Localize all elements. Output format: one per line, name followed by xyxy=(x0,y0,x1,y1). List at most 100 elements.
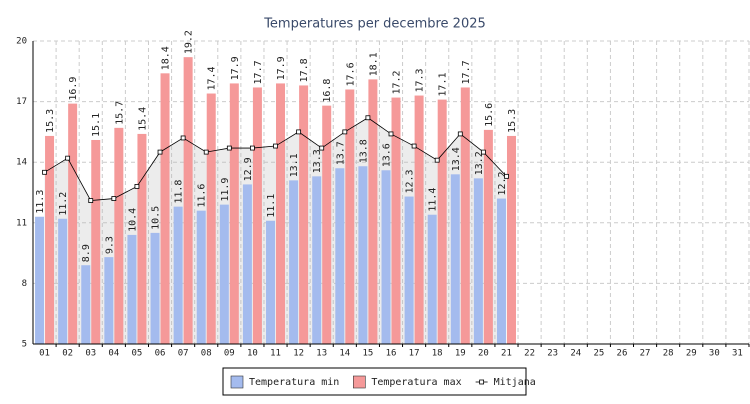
x-tick-label: 31 xyxy=(732,349,743,359)
bar xyxy=(104,257,114,344)
x-tick-label: 02 xyxy=(62,349,73,359)
value-label: 17.7 xyxy=(461,60,472,84)
mean-point xyxy=(111,196,117,201)
value-label: 17.7 xyxy=(253,60,264,84)
mean-point xyxy=(65,155,71,161)
x-tick-label: 30 xyxy=(709,349,720,359)
bar xyxy=(252,87,262,345)
bar xyxy=(219,204,229,344)
value-label: 15.6 xyxy=(484,103,495,127)
x-tick-label: 18 xyxy=(432,349,443,359)
x-tick-label: 15 xyxy=(362,349,373,359)
value-label: 11.4 xyxy=(428,188,439,212)
x-tick-label: 22 xyxy=(524,349,535,359)
legend-swatch xyxy=(353,375,366,389)
mean-point xyxy=(273,143,278,149)
value-label: 11.1 xyxy=(266,194,277,218)
bar xyxy=(160,73,170,344)
x-tick-label: 21 xyxy=(501,349,512,359)
legend-label: Mitjana xyxy=(494,377,536,388)
bar xyxy=(183,57,193,344)
x-tick-label: 27 xyxy=(640,349,651,359)
value-label: 15.3 xyxy=(45,109,56,133)
bar xyxy=(81,265,91,344)
mean-point xyxy=(457,131,463,137)
y-tick-label: 11 xyxy=(16,218,27,228)
mean-point xyxy=(250,145,255,151)
value-label: 15.7 xyxy=(114,101,125,125)
bar xyxy=(345,89,355,344)
value-label: 13.1 xyxy=(289,153,300,177)
x-tick-label: 06 xyxy=(155,349,166,359)
bar xyxy=(35,216,45,344)
mean-point xyxy=(157,149,163,155)
value-label: 16.9 xyxy=(68,77,79,101)
value-label: 13.6 xyxy=(382,143,393,167)
value-label: 17.8 xyxy=(299,58,310,82)
bar xyxy=(404,196,414,344)
x-tick-label: 24 xyxy=(570,349,581,359)
legend-box xyxy=(222,367,527,396)
mean-point xyxy=(180,135,186,141)
value-label: 12.9 xyxy=(243,157,254,181)
mean-point xyxy=(134,184,140,189)
mean-point xyxy=(388,131,394,137)
y-tick-label: 14 xyxy=(16,158,27,168)
mean-point xyxy=(42,169,47,175)
value-label: 15.1 xyxy=(91,113,102,137)
mean-point xyxy=(203,149,209,155)
bar xyxy=(150,232,160,344)
value-label: 17.9 xyxy=(230,56,241,80)
value-label: 11.9 xyxy=(220,178,231,202)
legend-swatch xyxy=(230,375,244,389)
bar xyxy=(335,168,345,344)
value-label: 9.3 xyxy=(104,236,115,254)
bar xyxy=(427,214,437,344)
bar xyxy=(68,103,78,345)
mean-point xyxy=(342,129,348,135)
bar xyxy=(173,206,183,344)
value-label: 11.8 xyxy=(174,180,185,204)
bar xyxy=(91,139,101,344)
x-tick-label: 26 xyxy=(617,349,628,359)
bar xyxy=(137,133,147,344)
bar xyxy=(206,93,216,345)
bar xyxy=(312,176,322,344)
bar xyxy=(276,83,286,345)
value-label: 17.3 xyxy=(415,68,426,92)
bar xyxy=(196,210,206,344)
legend-label: Temperatura min xyxy=(249,377,339,388)
x-tick-label: 03 xyxy=(85,349,96,359)
value-label: 11.2 xyxy=(58,192,69,216)
bar xyxy=(242,184,252,344)
value-label: 13.2 xyxy=(474,151,485,175)
value-label: 17.6 xyxy=(345,62,356,86)
bar xyxy=(45,135,55,344)
mean-point xyxy=(296,129,302,135)
bar xyxy=(266,220,276,344)
chart-title: Temperatures per decembre 2025 xyxy=(263,17,486,32)
mean-point xyxy=(88,198,94,203)
bar xyxy=(358,166,368,344)
x-tick-label: 04 xyxy=(108,349,119,359)
value-label: 18.4 xyxy=(161,46,172,70)
value-label: 13.3 xyxy=(312,149,323,173)
x-tick-label: 07 xyxy=(178,349,189,359)
bar xyxy=(450,174,460,344)
x-tick-label: 01 xyxy=(39,349,50,359)
value-label: 16.8 xyxy=(322,79,333,103)
value-label: 13.7 xyxy=(335,141,346,165)
mean-point xyxy=(411,143,417,149)
x-tick-label: 20 xyxy=(478,349,489,359)
x-tick-label: 13 xyxy=(316,349,327,359)
value-label: 12.3 xyxy=(405,169,416,193)
bar xyxy=(496,198,506,344)
value-label: 11.6 xyxy=(197,184,208,208)
bar xyxy=(414,95,424,344)
value-label: 13.4 xyxy=(451,147,462,171)
bar xyxy=(483,129,493,344)
value-label: 19.2 xyxy=(184,30,195,54)
value-label: 17.4 xyxy=(207,66,218,90)
x-tick-label: 05 xyxy=(132,349,143,359)
mean-area xyxy=(44,117,507,344)
